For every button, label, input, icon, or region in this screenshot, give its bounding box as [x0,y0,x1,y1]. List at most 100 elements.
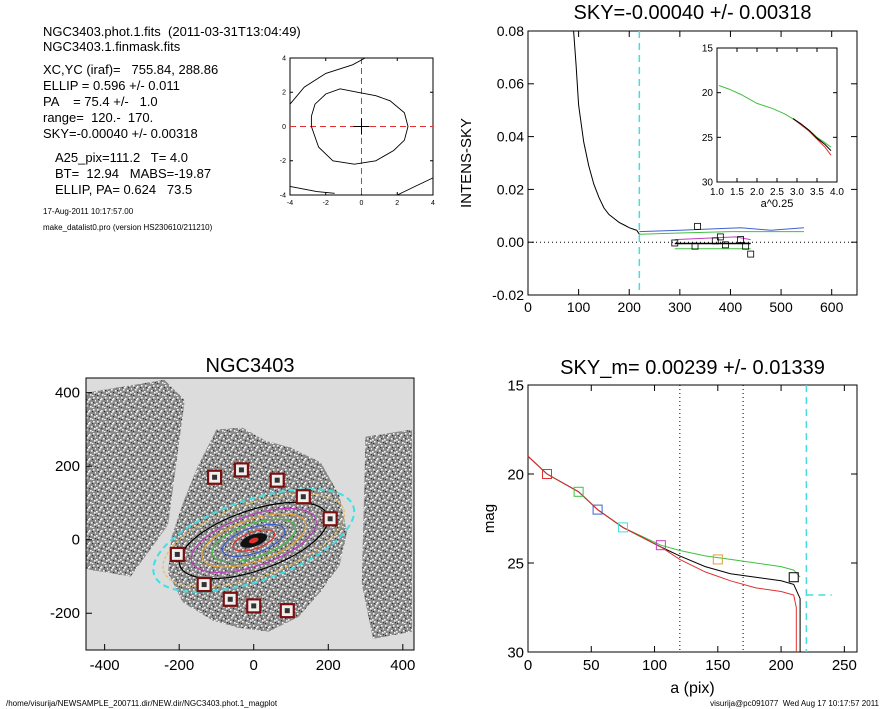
sky-square-point [716,233,724,241]
inset-ytick-label: 20 [702,88,714,99]
sky-square-point [691,242,699,250]
mag-square-point [617,522,628,533]
inset-frame [716,47,838,183]
mag-square-point [541,469,552,479]
sky-frame [527,30,858,296]
sky-ytick-label: 0.00 [497,234,524,250]
masked-star-core [251,603,257,609]
isophote-ellipse [232,529,276,552]
galaxy-xtick-label: -200 [164,657,194,674]
contour-ytick-label: -4 [280,192,286,199]
header-range-line: range= 120.- 170. [43,110,154,125]
contour-xtick-label: 4 [431,200,435,207]
mag-xtick-label: 200 [769,657,794,674]
inset-xtick-label: 4.0 [830,187,844,198]
inset-xtick-label: 1.0 [710,187,724,198]
inset-ytick-label: 30 [702,178,714,189]
galaxy-ytick-label: 400 [55,385,80,402]
galaxy-xtick-label: 0 [250,657,258,674]
sky-ytick-label: 0.08 [497,23,524,39]
sky-square-point [747,250,755,258]
mag-square-point [592,504,603,515]
mag-series-line-0 [527,455,801,578]
contour-ytick-label: 2 [282,90,286,97]
mag-ytick-label: 20 [507,466,524,483]
sky-series-line-1 [639,227,804,233]
sky-xtick-label: 400 [719,299,743,315]
mag-xlabel: a (pix) [670,680,714,697]
sky-ylabel: INTENS-SKY [458,118,475,208]
galaxy-ytick-label: -200 [50,605,80,622]
sky-square-point [711,237,719,245]
inset-ytick-label: 25 [702,133,714,144]
sky-xtick-label: 200 [618,299,642,315]
mag-xtick-label: 150 [705,657,730,674]
galaxy-xtick-label: 200 [316,657,341,674]
mag-ylabel: mag [481,504,498,533]
mag-ytick-label: 15 [507,377,524,394]
header-ellip-line: ELLIP = 0.596 +/- 0.011 [43,78,180,93]
footer-user: visurija@pc091077 Wed Aug 17 10:17:57 20… [710,699,879,708]
sky-square-point [694,222,701,230]
masked-star-core [212,474,218,480]
masked-star-core [327,516,333,522]
inset-series-line-1 [792,118,832,156]
galaxy-nucleus [248,537,259,544]
contour-ytick-label: -2 [280,158,286,165]
inset-xtick-label: 1.5 [730,187,744,198]
galaxy-xtick-label: -400 [90,657,120,674]
header-date: 17-Aug-2011 10:17:57.00 [43,207,134,216]
sky-series-line-0 [573,30,640,235]
sky-ytick-label: 0.02 [497,181,524,197]
contour-line-0 [289,57,366,105]
sky-xtick-label: 300 [668,299,692,315]
masked-star-core [284,608,290,614]
mag-ytick-label: 30 [507,644,524,661]
inset-ytick-label: 15 [702,44,714,55]
contour-xtick-label: -2 [323,200,329,207]
contour-line-1 [310,88,409,165]
header-mask-line: NGC3403.1.finmask.fits [43,39,181,54]
mag-square-point [573,486,584,497]
isophote-ellipse [152,488,356,593]
masked-star-core [227,596,233,602]
inset-xtick-label: 2.0 [750,187,764,198]
contour-line-3 [397,177,434,196]
sky-square-point [671,239,679,247]
sky-square-point [742,242,750,250]
masked-star-core [201,582,207,588]
inset-xlabel: a^0.25 [761,198,794,210]
mag-square-point [655,540,666,551]
inset-series-line-2 [792,118,832,152]
masked-star-core [274,477,280,483]
sky-square-point [722,241,729,249]
galaxy-ytick-label: 0 [72,532,80,549]
header-file-line: NGC3403.phot.1.fits (2011-03-31T13:04:49… [43,24,301,39]
header-center-line: XC,YC (iraf)= 755.84, 288.86 [43,62,219,77]
sky-series-line-3 [674,236,751,241]
galaxy-frame [85,377,415,651]
inset-series-line-0 [718,85,832,148]
mag-title: SKY_m= 0.00239 +/- 0.01339 [560,357,825,379]
masked-star-core [238,467,244,473]
sky-xtick-label: 100 [567,299,591,315]
header-program: make_datalist0.pro (version HS230610/211… [43,223,213,232]
inset-xtick-label: 3.5 [810,187,824,198]
mag-series-line-2 [527,455,797,652]
mag-xtick-label: 50 [583,657,600,674]
sky-xtick-label: 0 [524,299,532,315]
sky-ytick-label: -0.02 [492,287,524,303]
contour-ytick-label: 0 [282,124,286,131]
contour-line-2 [289,185,335,194]
sky-title: SKY=-0.00040 +/- 0.00318 [574,2,812,24]
inset-xtick-label: 3.0 [790,187,804,198]
isophote-ellipse [211,518,296,563]
sky-series-line-2 [639,231,804,235]
sky-xtick-label: 600 [820,299,844,315]
header-bt-line: BT= 12.94 MABS=-19.87 [55,166,212,181]
sky-profile-plot: 0 100 200 300 400 500 600 -0.02 0.00 0.02 0.04 0.06… [458,2,858,315]
field-right [361,429,413,639]
galaxy-xtick-label: 400 [390,657,415,674]
galaxy-image-plot: -400 -200 0 200 400 -200 0 200 400 NGC3403 [50,355,415,674]
sky-ytick-label: 0.06 [497,76,524,92]
